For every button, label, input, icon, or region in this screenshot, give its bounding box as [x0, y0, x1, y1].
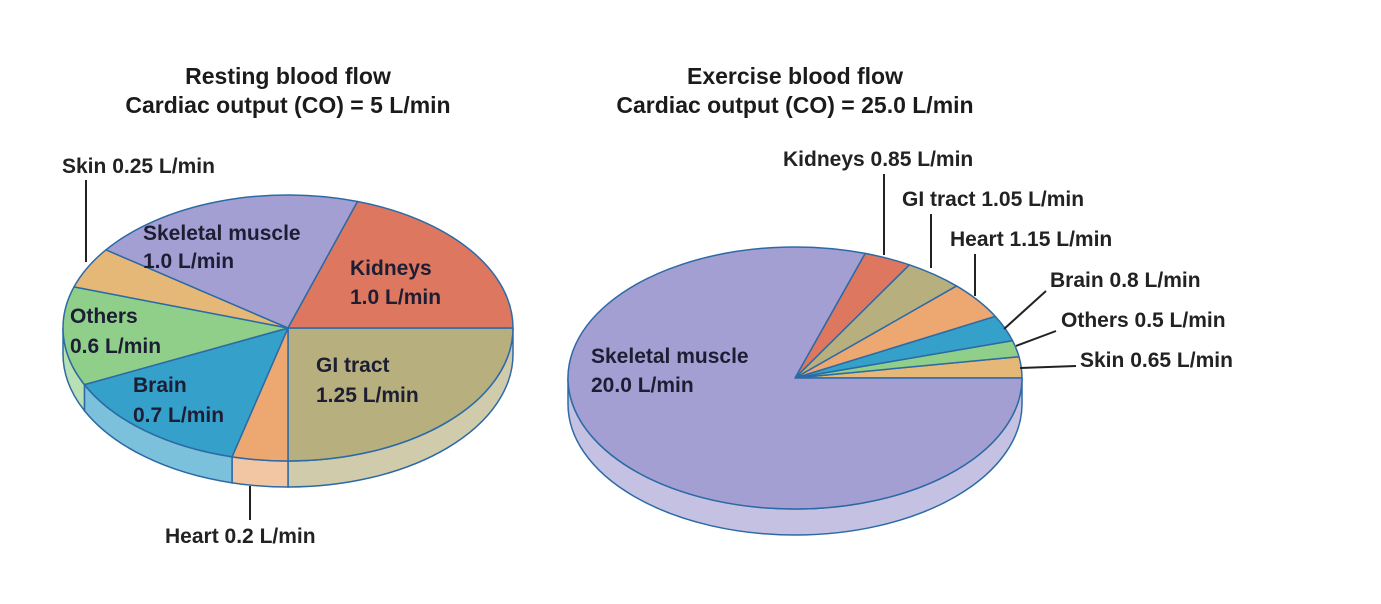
label-others: Others 0.5 L/min: [1061, 309, 1226, 332]
label-others-value: 0.6 L/min: [70, 335, 161, 358]
resting-pie: [62, 194, 514, 488]
resting-labels: GI tract 1.25 L/min Brain 0.7 L/min Othe…: [62, 155, 441, 548]
label-skin: Skin 0.25 L/min: [62, 155, 215, 178]
label-brain-name: Brain: [133, 374, 187, 397]
label-kidneys-name: Kidneys: [350, 257, 432, 280]
exercise-title: Exercise blood flow: [687, 63, 903, 89]
label-kidneys: Kidneys 0.85 L/min: [783, 148, 973, 171]
others-leader-line: [1015, 330, 1057, 347]
label-gi-tract-name: GI tract: [316, 354, 390, 377]
slice-skeletal-muscle: [105, 194, 359, 329]
label-skeletal-name: Skeletal muscle: [591, 345, 749, 368]
label-skeletal-name: Skeletal muscle: [143, 222, 301, 245]
pie-side-walls: [62, 327, 514, 488]
slice-gi-tract: [287, 327, 514, 462]
brain-leader-line: [1003, 290, 1047, 330]
exercise-pie: [567, 246, 1023, 536]
label-heart: Heart 1.15 L/min: [950, 228, 1112, 251]
slice-kidneys: [287, 200, 514, 329]
label-gi-tract-value: 1.25 L/min: [316, 384, 419, 407]
label-brain-value: 0.7 L/min: [133, 404, 224, 427]
exercise-labels: Skeletal muscle 20.0 L/min Kidneys 0.85 …: [591, 148, 1233, 397]
label-kidneys-value: 1.0 L/min: [350, 286, 441, 309]
label-others-name: Others: [70, 305, 138, 328]
resting-subtitle: Cardiac output (CO) = 5 L/min: [125, 92, 450, 118]
label-brain: Brain 0.8 L/min: [1050, 269, 1201, 292]
label-gi-tract: GI tract 1.05 L/min: [902, 188, 1084, 211]
label-skeletal-value: 20.0 L/min: [591, 374, 694, 397]
skin-leader-line: [1019, 365, 1077, 369]
exercise-subtitle: Cardiac output (CO) = 25.0 L/min: [616, 92, 973, 118]
slice-skeletal-muscle: [567, 246, 1023, 510]
resting-title: Resting blood flow: [185, 63, 391, 89]
label-heart: Heart 0.2 L/min: [165, 525, 316, 548]
slice-brain: [83, 327, 289, 458]
label-skeletal-value: 1.0 L/min: [143, 250, 234, 273]
label-skin: Skin 0.65 L/min: [1080, 349, 1233, 372]
slice-others: [62, 286, 289, 386]
